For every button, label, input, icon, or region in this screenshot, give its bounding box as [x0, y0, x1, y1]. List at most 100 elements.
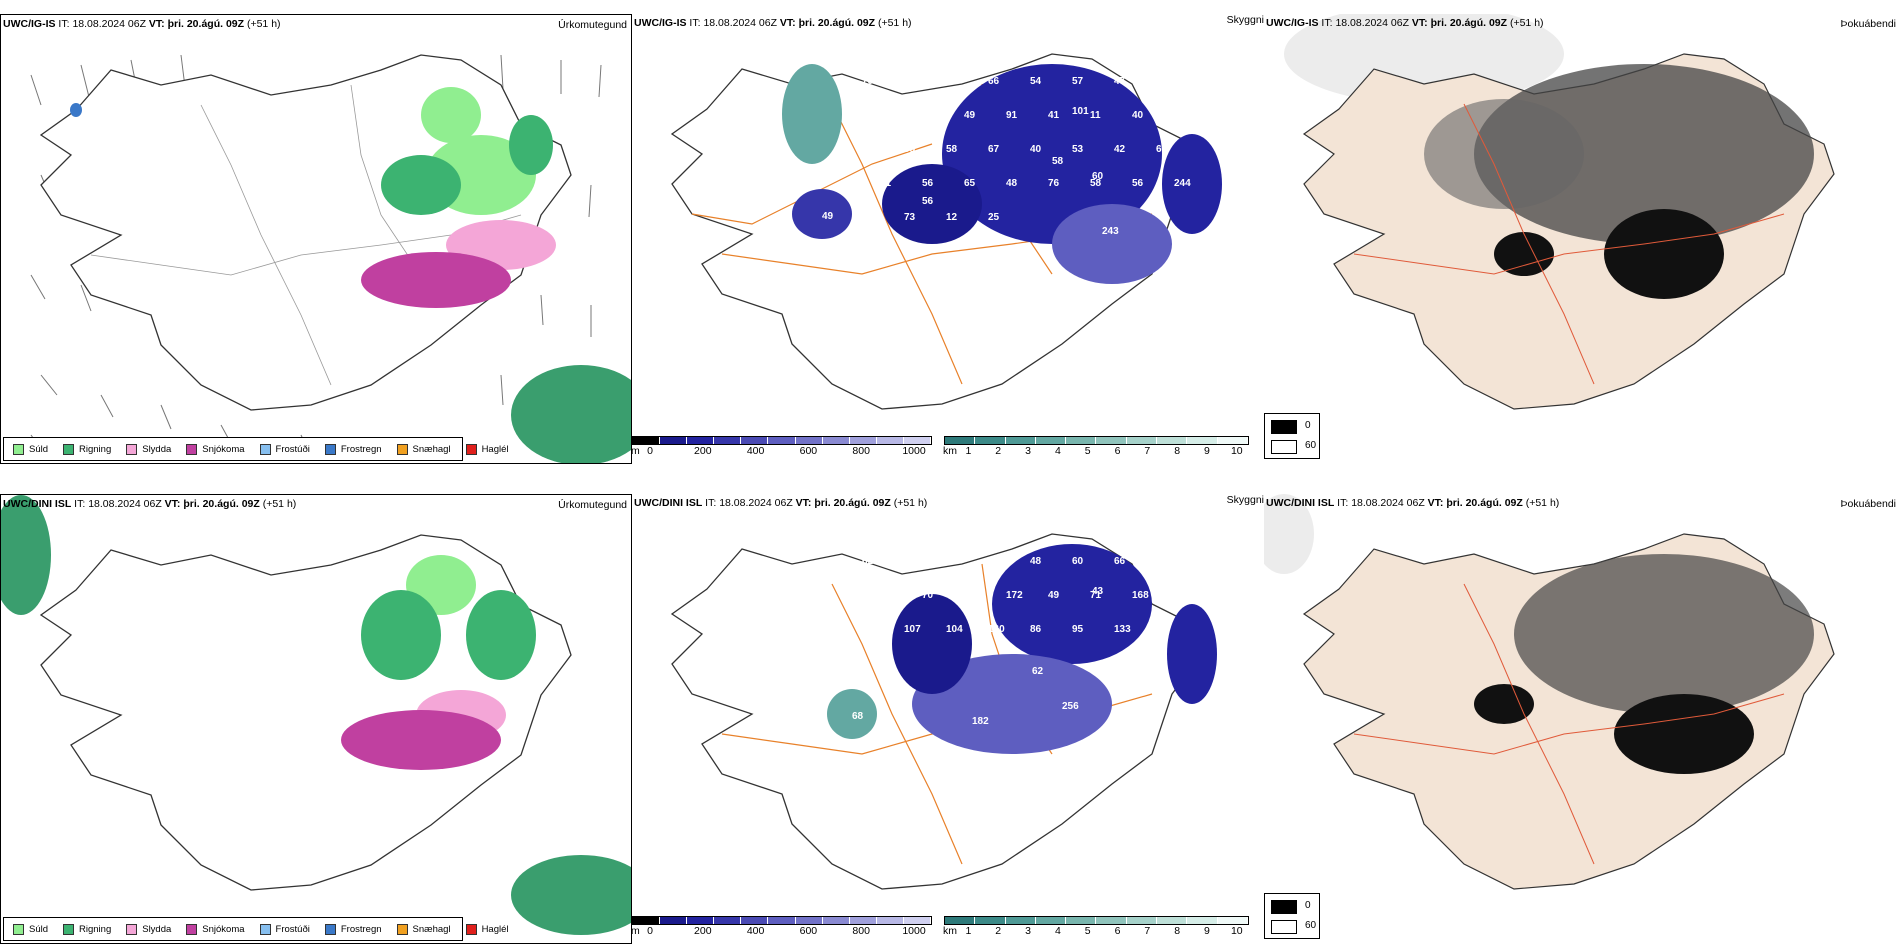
legend-item-haglel: Haglél	[465, 443, 509, 455]
vis-label: 57	[946, 556, 958, 567]
colorbar-swatch	[795, 437, 823, 444]
colorbar-swatch	[822, 917, 850, 924]
colorbar-tick-label: 10	[1230, 925, 1243, 937]
vis-label: 95	[904, 144, 916, 155]
fog-legend-high-swatch	[1271, 900, 1297, 914]
vis-label: 67	[988, 144, 1000, 155]
fog-legend-low-label: 60	[1305, 440, 1317, 451]
vis-label: 101	[1072, 106, 1089, 117]
cloudbase-ticks: m 0 200 400 600 800 1000	[632, 445, 932, 457]
vis-label: 42	[1114, 144, 1126, 155]
cloudbase-swatches	[632, 436, 932, 445]
colorbar-tick-label: 0	[647, 925, 653, 937]
colorbar-swatch	[822, 437, 850, 444]
colorbar-tick-label: 6	[1114, 925, 1121, 937]
fog-map-1: UWC/IG-IS IT: 18.08.2024 06Z VT: þri. 20…	[1264, 14, 1900, 464]
cloudbase-colorbar: m 0 200 400 600 800 1000	[632, 436, 932, 457]
vis-label: 66	[988, 76, 1000, 87]
fog-panel-title: Þokuábendi	[1840, 498, 1896, 510]
legend-swatch	[186, 923, 198, 935]
colorbar-swatch	[903, 437, 932, 444]
vis-label: 53	[1072, 144, 1084, 155]
colorbar-swatch	[1035, 437, 1067, 444]
vis-label: 62	[862, 556, 874, 567]
vis-label: 74	[904, 76, 916, 87]
colorbar-swatch	[849, 437, 877, 444]
vis-label: 70	[862, 76, 874, 87]
vis-label: 55	[988, 556, 1000, 567]
legend-item-rigning: Rigning	[63, 443, 111, 455]
vis-label: 172	[1006, 590, 1023, 601]
vis-label: 45	[880, 110, 892, 121]
precip-areas	[1, 495, 631, 935]
colorbar-swatch	[714, 917, 742, 924]
panel-header: UWC/IG-IS IT: 18.08.2024 06Z VT: þri. 20…	[1266, 17, 1544, 29]
legend-item-haglel: Haglél	[465, 923, 509, 935]
vis-label: 62	[1032, 666, 1044, 677]
precip-areas	[70, 87, 631, 463]
legend-item-sudl: Súld	[13, 443, 48, 455]
colorbar-swatch	[849, 917, 877, 924]
colorbar-swatch	[1096, 917, 1127, 924]
vis-label: 40	[1132, 110, 1144, 121]
iceland-map-visibility-2: 43 62 256 182 68 62 96 57 55 48 60 66 46 41 70 108…	[670, 533, 1217, 890]
iceland-map-fog-1	[1284, 14, 1835, 410]
legend-item-sudl: Súld	[13, 923, 48, 935]
panel-header: UWC/IG-IS IT: 18.08.2024 06Z VT: þri. 20…	[634, 17, 912, 29]
vis-label: 49	[1048, 590, 1060, 601]
colorbar-tick-label: 400	[746, 925, 765, 937]
visibility-colorbar: km 1 2 3 4 5 6 7 8 9 10	[943, 436, 1249, 457]
vis-label: 256	[1062, 701, 1079, 712]
cloudbase-unit: m	[632, 445, 640, 457]
colorbar-tick-label: 5	[1084, 925, 1091, 937]
colorbar-swatch	[1066, 437, 1097, 444]
iceland-map-precip-2	[1, 495, 631, 935]
vis-label: 86	[1030, 624, 1042, 635]
vis-label: 160	[988, 624, 1005, 635]
fog-legend-high-label: 0	[1305, 420, 1311, 431]
colorbar-swatch	[1035, 917, 1067, 924]
vis-label: 40	[1030, 144, 1042, 155]
legend-swatch	[186, 443, 198, 455]
panel-header: UWC/DINI ISL IT: 18.08.2024 06Z VT: þri.…	[634, 497, 928, 509]
vis-label: 96	[904, 556, 916, 567]
model-name: UWC/IG-IS	[3, 18, 56, 30]
vis-label: 243	[1102, 226, 1119, 237]
vis-label: 58	[1090, 178, 1102, 189]
vis-label: 60	[1092, 171, 1104, 182]
colorbar-swatch	[1217, 437, 1248, 444]
legend-swatch	[63, 923, 75, 935]
colorbar-swatch	[876, 917, 904, 924]
vis-label: 182	[972, 716, 989, 727]
vis-label: 95	[1072, 624, 1084, 635]
vis-label: 88	[922, 110, 934, 121]
vis-label: 104	[946, 624, 963, 635]
vis-label: 76	[1048, 178, 1060, 189]
visibility-ticks: km 1 2 3 4 5 6 7 8 9 10	[943, 925, 1243, 937]
fog-legend-high-label: 0	[1305, 900, 1311, 911]
colorbar-tick-label: 9	[1204, 445, 1210, 457]
colorbar-tick-label: 1	[965, 445, 972, 457]
vis-label: 25	[988, 212, 1000, 223]
vis-label: 61	[880, 178, 892, 189]
legend-swatch	[13, 923, 24, 935]
legend-item-frostregn: Frostregn	[324, 443, 382, 455]
visibility-labels-extra: 70 74 60 66 54 57 47 36 45 88 49 91 41 11 40 39 42 95 58 67…	[862, 76, 1191, 223]
colorbar-tick-label: 200	[694, 925, 712, 937]
vis-label: 66	[1114, 556, 1126, 567]
vis-label: 42	[862, 144, 874, 155]
road-network	[1353, 103, 1785, 385]
it-label: IT:	[58, 18, 70, 30]
panel-header: UWC/IG-IS IT: 18.08.2024 06Z VT: þri. 20…	[3, 18, 281, 30]
legend-item-snjokoma: Snjókoma	[186, 923, 245, 935]
colorbar-swatch	[975, 917, 1006, 924]
legend-swatch	[259, 443, 271, 455]
colorbar-tick-label: 600	[799, 445, 818, 457]
colorbar-tick-label: 9	[1204, 925, 1210, 937]
vis-label: 133	[1114, 624, 1131, 635]
vis-label: 43	[1092, 586, 1104, 597]
precip-legend: Súld Rigning Slydda Snjókoma Frostúði Fr…	[3, 917, 509, 941]
colorbar-tick-label: 600	[799, 925, 818, 937]
precip-legend: Súld Rigning Slydda Snjókoma Frostúði Fr…	[3, 437, 509, 461]
colorbar-swatch	[945, 437, 976, 444]
